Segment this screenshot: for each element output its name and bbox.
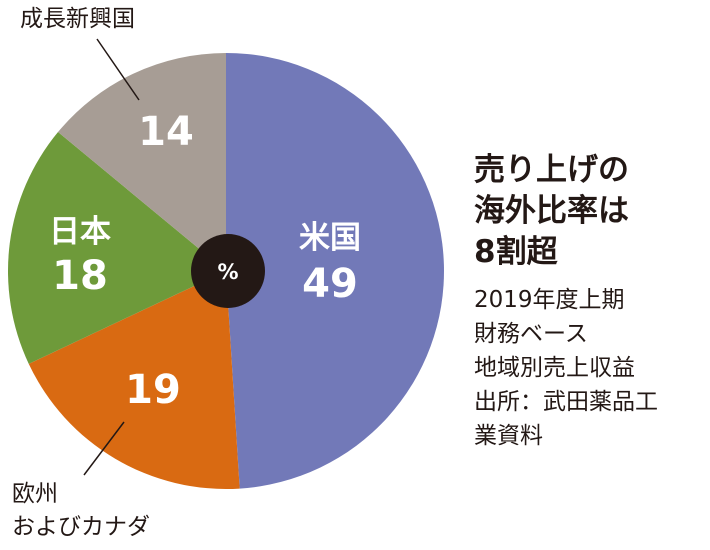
pie-slice-europe-canada [28,271,240,489]
callout-label-europe-canada-line-2: およびカナダ [12,514,150,540]
headline-line-1: 売り上げの [474,152,629,188]
note-line-3: 地域別売上収益 [474,355,635,381]
callout-label-emerging-markets: 成長新興国 [20,6,135,32]
leader-line-emerging-markets [96,38,140,101]
slice-value-europe-canada: 19 [125,367,181,413]
slice-value-japan: 18 [52,253,108,299]
note-line-4: 出所：武田薬品工 [474,389,658,415]
percent-center-badge [191,234,265,308]
slice-value-united-states: 49 [302,261,358,307]
note-line-1: 2019年度上期 [474,287,625,313]
headline-line-3: 8割超 [474,234,558,270]
pie-slice-united-states [226,53,444,489]
callout-label-europe-canada-line-1: 欧州 [12,481,58,507]
percent-unit-label: % [217,260,238,284]
note-line-2: 財務ベース [474,321,588,347]
leader-line-europe-canada [83,421,125,476]
slice-name-japan: 日本 [49,214,111,250]
slice-name-united-states: 米国 [299,220,361,256]
pie-slice-japan [8,132,227,364]
pie-slices [8,53,444,489]
pie-slice-emerging-markets [58,53,227,271]
headline-line-2: 海外比率は [474,193,629,229]
source-note: 2019年度上期 財務ベース 地域別売上収益 出所：武田薬品工 業資料 [474,283,706,453]
callout-leader-lines [83,38,140,476]
side-panel: 売り上げの 海外比率は 8割超 2019年度上期 財務ベース 地域別売上収益 出… [474,150,706,453]
note-line-5: 業資料 [474,423,543,449]
slice-value-emerging-markets: 14 [138,109,194,155]
